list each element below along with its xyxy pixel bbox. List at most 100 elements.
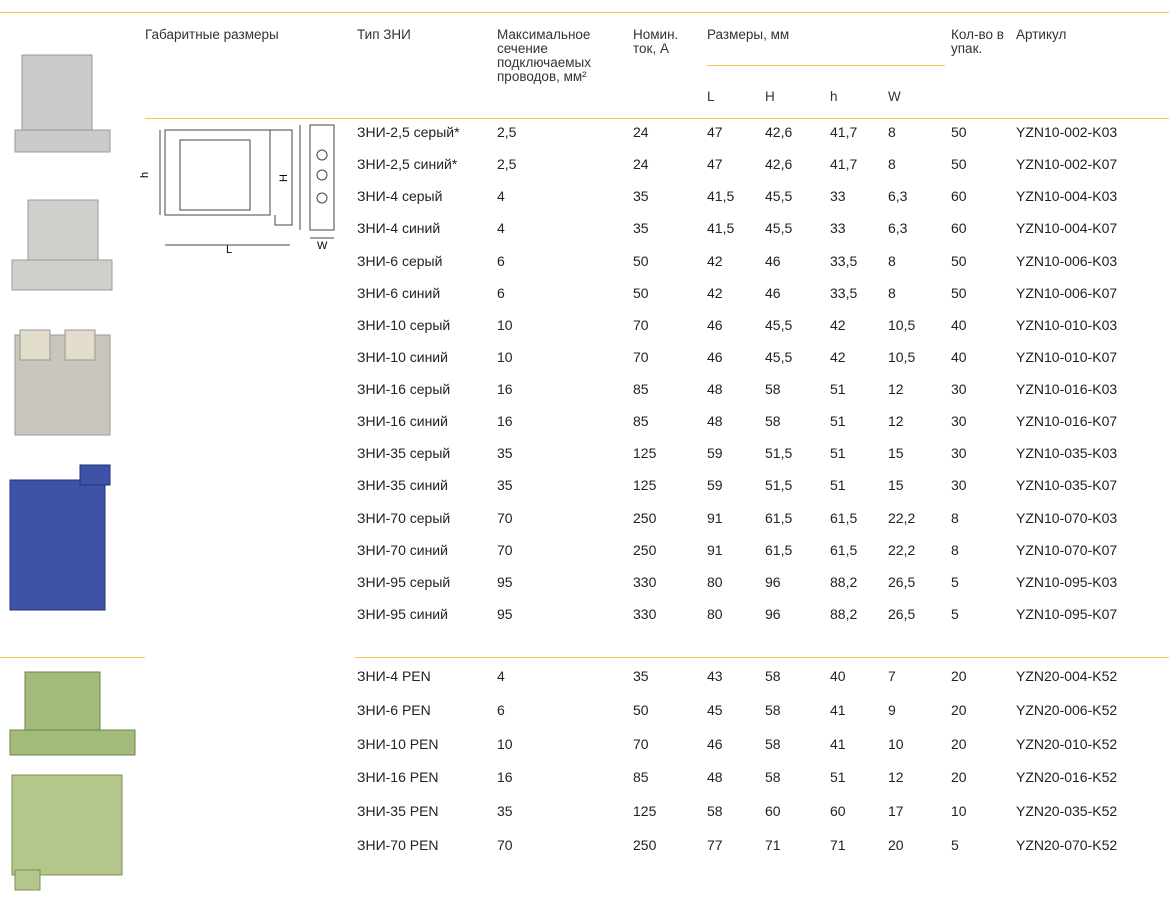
cell: 16 <box>497 769 513 786</box>
cell: ЗНИ-6 PEN <box>357 701 431 718</box>
cell: 4 <box>497 668 505 684</box>
cell: 45,5 <box>765 220 793 237</box>
cell: 22,2 <box>888 509 916 526</box>
cell: 46 <box>765 252 781 269</box>
cell: 96 <box>765 573 781 590</box>
header: Номин. ток, А <box>633 27 679 56</box>
cell: 47 <box>707 124 723 140</box>
cell: 48 <box>707 769 723 786</box>
cell: YZN10-035-K07 <box>1016 477 1118 494</box>
cell: 125 <box>633 803 657 820</box>
cell: 50 <box>633 284 649 301</box>
cell: 42,6 <box>765 156 793 173</box>
cell: ЗНИ-70 синий <box>357 541 448 558</box>
cell: 61,5 <box>830 541 858 558</box>
cell: 35 <box>497 477 513 494</box>
cell: 85 <box>633 769 649 786</box>
cell: 2,5 <box>497 124 517 140</box>
cell: 61,5 <box>830 509 858 526</box>
cell: 4 <box>497 188 505 205</box>
illustrations: h H L W <box>9 54 335 891</box>
cell: 15 <box>888 477 904 494</box>
cell: 10 <box>497 348 513 365</box>
cell: 51 <box>830 445 846 462</box>
cell: ЗНИ-70 серый <box>357 509 451 526</box>
cell: 91 <box>707 541 723 558</box>
cell: 16 <box>497 381 513 398</box>
cell: 8 <box>951 509 959 526</box>
cell: 33 <box>830 188 846 205</box>
cell: 5 <box>951 837 959 853</box>
cell: 41,5 <box>707 188 735 205</box>
cell: 40 <box>830 668 846 684</box>
cell: 51,5 <box>765 445 793 462</box>
cell: 95 <box>497 605 513 622</box>
header: Кол-во в упак. <box>951 27 1004 56</box>
cell: ЗНИ-16 PEN <box>357 769 439 786</box>
photo-green-small <box>9 671 136 756</box>
diagram-label: h <box>139 172 151 178</box>
cell: ЗНИ-6 серый <box>357 252 443 269</box>
cell: YZN10-006-K03 <box>1016 252 1118 269</box>
cell: 16 <box>497 413 513 430</box>
cell: 50 <box>633 701 649 718</box>
cell: 26,5 <box>888 605 916 622</box>
rule <box>145 118 1169 119</box>
cell: 41 <box>830 735 846 752</box>
cell: ЗНИ-10 серый <box>357 316 451 333</box>
cell: 58 <box>765 735 781 752</box>
cell: YZN10-070-K07 <box>1016 541 1118 558</box>
cell: 70 <box>497 509 513 526</box>
cell: ЗНИ-95 серый <box>357 573 451 590</box>
cell: 58 <box>707 803 723 820</box>
cell: 10 <box>497 735 513 752</box>
cell: 30 <box>951 445 967 462</box>
cell: YZN10-010-K03 <box>1016 316 1118 333</box>
cell: YZN20-010-K52 <box>1016 735 1118 752</box>
cell: 59 <box>707 445 723 462</box>
cell: 35 <box>633 188 649 205</box>
cell: YZN20-006-K52 <box>1016 701 1118 718</box>
cell: YZN10-095-K03 <box>1016 573 1118 590</box>
cell: 8 <box>888 284 896 301</box>
header: Габаритные размеры <box>145 27 279 42</box>
cell: ЗНИ-35 синий <box>357 477 448 494</box>
cell: 50 <box>951 284 967 301</box>
rule <box>355 657 1169 658</box>
cell: 6,3 <box>888 188 908 205</box>
cell: 12 <box>888 381 904 398</box>
rule <box>0 12 1169 13</box>
cell: 17 <box>888 803 904 820</box>
diagram-label: L <box>226 244 232 256</box>
cell: 51 <box>830 477 846 494</box>
cell: ЗНИ-35 PEN <box>357 803 439 820</box>
cell: 35 <box>633 668 649 684</box>
header: h <box>830 89 838 104</box>
cell: YZN10-004-K03 <box>1016 188 1118 205</box>
cell: 35 <box>633 220 649 237</box>
header: Тип ЗНИ <box>357 27 411 42</box>
cell: 46 <box>707 735 723 752</box>
cell: 70 <box>633 735 649 752</box>
cell: 40 <box>951 348 967 365</box>
cell: 250 <box>633 541 657 558</box>
cell: ЗНИ-70 PEN <box>357 837 439 853</box>
cell: 58 <box>765 381 781 398</box>
cell: 46 <box>707 348 723 365</box>
cell: 33,5 <box>830 252 858 269</box>
cell: 125 <box>633 477 657 494</box>
cell: 45 <box>707 701 723 718</box>
photo-blue <box>9 464 111 611</box>
cell: 42 <box>707 284 723 301</box>
cell: 10 <box>888 735 904 752</box>
cell: 22,2 <box>888 541 916 558</box>
cell: 50 <box>951 124 967 140</box>
cell: 85 <box>633 413 649 430</box>
cell: 42 <box>707 252 723 269</box>
cell: 8 <box>888 124 896 140</box>
cell: 85 <box>633 381 649 398</box>
rule <box>0 657 145 658</box>
cell: 60 <box>951 188 967 205</box>
cell: 59 <box>707 477 723 494</box>
cell: YZN10-002-K03 <box>1016 124 1118 140</box>
